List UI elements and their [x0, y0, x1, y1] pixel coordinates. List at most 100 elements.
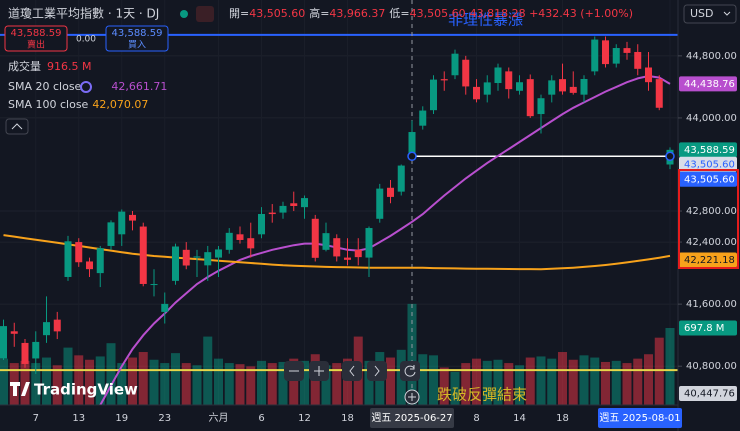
candles: [0, 36, 674, 374]
candle-body: [569, 86, 577, 93]
volume-bar: [515, 365, 524, 405]
collapse-icon: [11, 123, 23, 130]
candle-body: [129, 214, 136, 221]
volume-bar: [472, 358, 481, 405]
candle-body: [526, 79, 534, 117]
legend-name: 成交量: [8, 59, 41, 73]
x-tick-label: 18: [556, 413, 569, 424]
sma-line: [99, 74, 671, 405]
candle-body: [172, 246, 179, 281]
volume-bar: [568, 359, 578, 405]
volume-bar: [85, 359, 94, 405]
volume-bar: [289, 358, 299, 405]
scroll-left[interactable]: [342, 361, 362, 381]
volume-bar: [257, 360, 266, 405]
buy-label[interactable]: 買入: [128, 40, 146, 51]
candle-body: [634, 51, 642, 69]
candle-body: [150, 284, 158, 286]
candle-body: [161, 303, 169, 312]
volume-bar: [149, 359, 159, 405]
sell-price[interactable]: 43,588.59: [11, 28, 62, 39]
volume-bar: [181, 363, 191, 405]
candle-body: [32, 341, 40, 359]
candle-body: [365, 228, 373, 258]
candle-body: [0, 326, 7, 359]
x-tick-label: 14: [513, 413, 526, 424]
x-tick-label: 六月: [209, 412, 229, 424]
icon-button[interactable]: [196, 6, 214, 22]
candle-body: [430, 79, 437, 111]
legend-name: SMA 20 close: [8, 80, 82, 93]
price-label: 42,221.18: [684, 255, 735, 266]
legend-value: 42,070.07: [92, 98, 148, 111]
sell-label[interactable]: 賣出: [27, 39, 45, 51]
candle-body: [204, 252, 212, 266]
candle-body: [10, 331, 18, 334]
sell-box[interactable]: [4, 25, 68, 52]
price-label-bg: [679, 386, 737, 402]
volume-bar: [63, 347, 73, 405]
candle-body: [505, 71, 513, 90]
candle-body: [75, 242, 83, 263]
volume-bar: [52, 365, 62, 405]
candle-body: [118, 211, 126, 235]
candle-body: [311, 218, 319, 258]
legend-volume: 成交量 916.5 M: [8, 59, 91, 73]
candle-body: [301, 198, 308, 208]
currency-button[interactable]: USD: [683, 4, 737, 24]
volume-bar: [364, 360, 374, 405]
volume-bar: [429, 355, 438, 405]
x-tick-label: 6: [258, 413, 264, 424]
volume-bar: [117, 363, 127, 405]
candle-body: [494, 67, 502, 84]
buy-button[interactable]: 43,588.59 買入: [105, 25, 169, 52]
buy-box[interactable]: [105, 25, 169, 52]
candle-body: [333, 238, 341, 257]
volume-bar: [224, 363, 234, 405]
volume-bar: [386, 357, 395, 405]
legend-sma20: SMA 20 close 42,661.71: [8, 80, 167, 93]
volume-bar: [590, 357, 600, 405]
candle-body: [387, 187, 394, 197]
volume-bar: [31, 363, 41, 405]
buy-price[interactable]: 43,588.59: [112, 28, 163, 39]
volume-pane: [0, 303, 675, 405]
sell-button[interactable]: 43,588.59 賣出: [4, 25, 68, 52]
volume-bar: [439, 367, 449, 405]
currency-box[interactable]: [683, 4, 737, 24]
volume-bar: [601, 361, 610, 405]
volume-bar: [343, 358, 352, 405]
volume-bar: [160, 363, 170, 405]
dropdown-icon: [723, 11, 731, 16]
reset[interactable]: [400, 361, 420, 381]
legend-name: SMA 100 close: [8, 98, 89, 111]
icon: [408, 393, 416, 401]
candle-body: [462, 59, 470, 87]
candle-body: [354, 249, 362, 258]
ohlc-value: 43,505.60: [249, 7, 305, 20]
x-tick-label: 23: [158, 413, 171, 424]
candle-body: [559, 79, 566, 92]
candle-body: [21, 342, 29, 364]
legend-value: 916.5 M: [47, 60, 91, 73]
candle-body: [182, 249, 190, 266]
icon: [349, 365, 355, 377]
volume-bar: [332, 363, 342, 405]
volume-bar: [504, 363, 514, 405]
candle-body: [279, 205, 287, 213]
y-tick-label: 40,800.00: [686, 361, 737, 372]
candle-body: [215, 249, 222, 258]
x-tick-label: 12: [298, 413, 311, 424]
ohlc-value: 43,505.60: [410, 7, 466, 20]
line-handle: [665, 151, 675, 162]
candle-body: [258, 213, 265, 235]
candle-body: [645, 67, 652, 83]
candle-body: [247, 238, 255, 249]
collapse-button[interactable]: [5, 118, 29, 135]
scroll-right[interactable]: [367, 361, 387, 381]
time-axis: 7 13 19 23 六月 6 12 18 週五 2025-06-27 8 14 18 週五 2025-…: [33, 408, 682, 428]
x-tick-label: 8: [473, 413, 479, 424]
y-tick-label: 41,600.00: [686, 299, 737, 310]
currency[interactable]: USD: [690, 7, 714, 20]
volume-bar: [278, 361, 288, 405]
